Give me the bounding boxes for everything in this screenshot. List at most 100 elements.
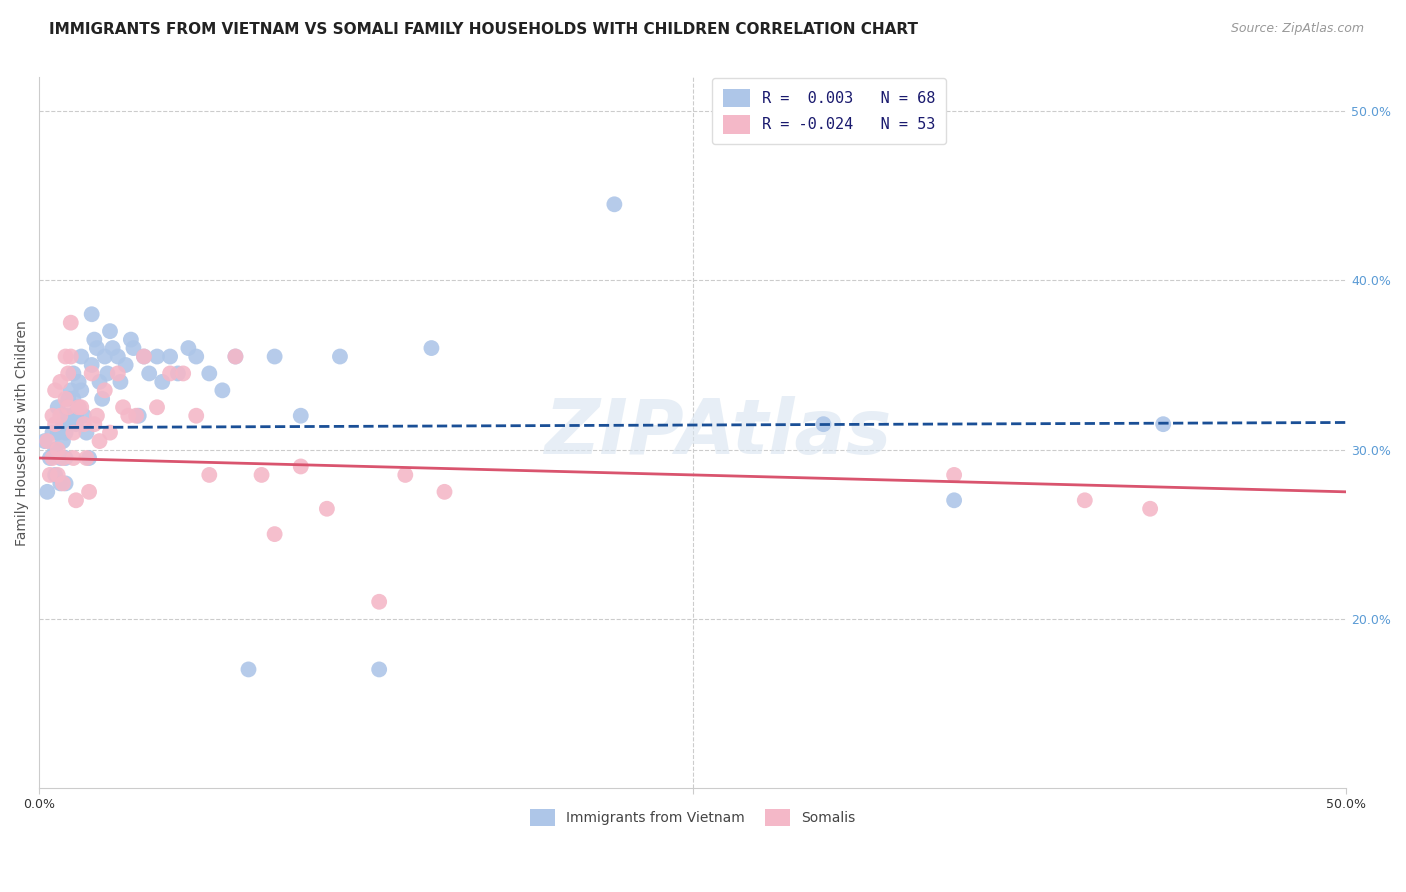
Point [107,350,129,364]
Point [316,501,339,516]
Point [110,375,132,389]
Point [46,401,69,415]
Point [98,425,121,440]
Point [37,484,59,499]
Point [122,341,145,355]
Point [198,367,221,381]
Point [167,367,190,381]
Point [52,434,75,448]
Y-axis label: Family Households with Children: Family Households with Children [15,319,30,546]
Point [55,476,77,491]
Point [263,527,285,541]
Point [394,467,416,482]
Point [89,434,111,448]
Point [65,417,87,432]
Point [73,409,96,423]
Point [37,434,59,448]
Point [86,341,108,355]
Point [290,409,312,423]
Point [263,350,285,364]
Point [80,307,103,321]
Point [146,401,169,415]
Point [41,409,63,423]
Text: IMMIGRANTS FROM VIETNAM VS SOMALI FAMILY HOUSEHOLDS WITH CHILDREN CORRELATION CH: IMMIGRANTS FROM VIETNAM VS SOMALI FAMILY… [49,22,918,37]
Legend: Immigrants from Vietnam, Somalis: Immigrants from Vietnam, Somalis [522,800,865,834]
Point [49,476,72,491]
Point [77,450,100,465]
Point [41,425,63,440]
Point [138,367,160,381]
Point [128,409,150,423]
Point [62,367,84,381]
Point [52,476,75,491]
Point [44,417,66,432]
Point [55,450,77,465]
Point [224,350,246,364]
Point [150,375,173,389]
Point [70,401,93,415]
Point [34,434,56,448]
Point [70,384,93,398]
Point [65,409,87,423]
Point [62,425,84,440]
Point [1152,417,1174,432]
Point [56,401,79,415]
Point [70,350,93,364]
Point [49,409,72,423]
Point [91,392,114,406]
Point [813,417,835,432]
Point [38,450,60,465]
Point [96,367,118,381]
Point [117,409,139,423]
Point [290,459,312,474]
Point [89,375,111,389]
Point [186,350,208,364]
Point [55,409,77,423]
Point [238,662,260,676]
Point [368,595,391,609]
Point [59,350,82,364]
Point [75,425,97,440]
Point [59,316,82,330]
Point [250,467,273,482]
Point [55,392,77,406]
Point [94,384,117,398]
Point [329,350,352,364]
Point [56,392,79,406]
Point [56,417,79,432]
Point [132,350,155,364]
Point [62,392,84,406]
Point [77,484,100,499]
Point [420,341,443,355]
Point [59,409,82,423]
Point [603,197,626,211]
Point [172,367,194,381]
Point [44,384,66,398]
Text: ZIPAtlas: ZIPAtlas [546,396,893,469]
Point [120,333,142,347]
Point [433,484,456,499]
Point [65,493,87,508]
Point [198,467,221,482]
Point [368,662,391,676]
Point [46,442,69,457]
Point [62,450,84,465]
Point [98,324,121,338]
Point [159,350,181,364]
Point [80,367,103,381]
Point [56,367,79,381]
Point [107,367,129,381]
Point [75,450,97,465]
Point [1139,501,1161,516]
Point [186,409,208,423]
Point [80,358,103,372]
Point [41,450,63,465]
Point [44,467,66,482]
Point [125,409,148,423]
Point [49,450,72,465]
Point [46,425,69,440]
Point [44,442,66,457]
Point [59,384,82,398]
Point [224,350,246,364]
Point [94,350,117,364]
